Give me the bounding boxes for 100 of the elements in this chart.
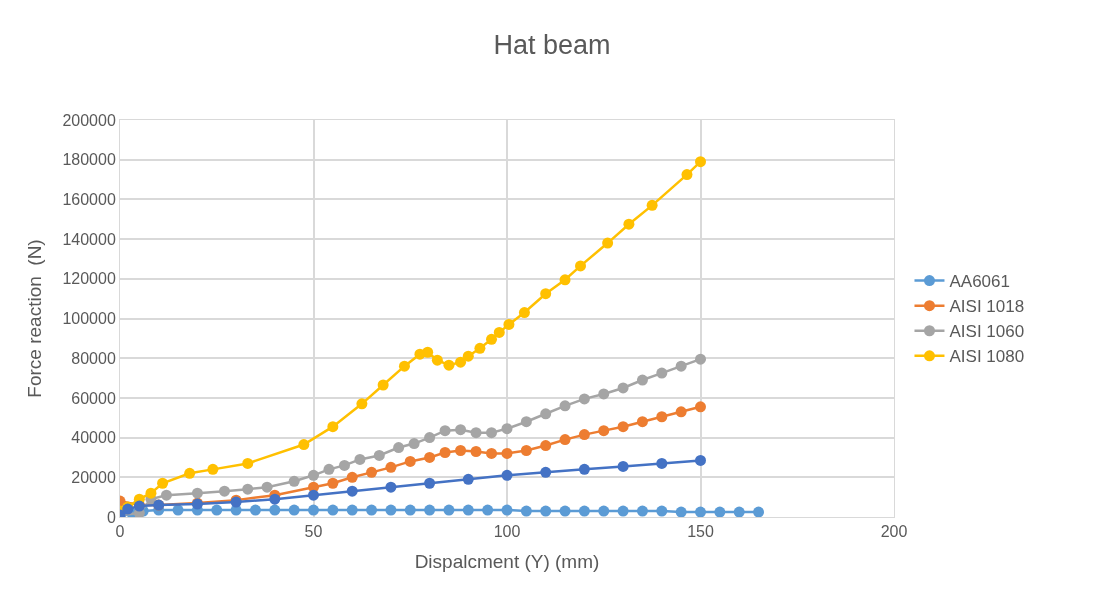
legend-label: AISI 1080 (949, 347, 1025, 367)
point (455, 424, 467, 436)
y-tick-label: 140000 (62, 230, 116, 248)
point (338, 459, 350, 471)
point (308, 489, 319, 501)
point (443, 504, 455, 516)
point (474, 342, 486, 354)
point (424, 504, 436, 516)
y-tick-label: 60000 (71, 389, 116, 407)
point (559, 505, 571, 517)
point (242, 483, 254, 495)
y-tick-label: 0 (106, 508, 116, 526)
point (366, 466, 378, 478)
point (675, 406, 687, 418)
point (518, 307, 530, 319)
point (656, 411, 668, 423)
point (377, 379, 389, 391)
point (393, 442, 405, 454)
point (408, 438, 420, 450)
point (327, 421, 339, 433)
point (617, 421, 629, 433)
point (520, 445, 532, 456)
point (636, 505, 648, 517)
x-tick-label: 50 (304, 523, 323, 541)
point (675, 360, 687, 372)
point (714, 506, 726, 517)
point (617, 382, 629, 394)
y-tick-label: 80000 (71, 349, 116, 367)
point (575, 260, 587, 272)
y-tick-label: 160000 (62, 191, 116, 208)
point (559, 400, 571, 412)
point (695, 401, 706, 413)
point (398, 360, 410, 372)
point (501, 447, 513, 459)
point (308, 469, 319, 481)
y-tick-label: 120000 (62, 270, 116, 288)
point (184, 467, 196, 479)
point (501, 504, 513, 516)
point (385, 481, 397, 493)
point (157, 477, 169, 489)
point (424, 477, 436, 489)
point (540, 288, 552, 300)
point (695, 353, 706, 365)
point (598, 388, 610, 400)
point (540, 440, 552, 452)
y-tick-label: 180000 (62, 151, 116, 169)
point (617, 505, 629, 517)
point (656, 367, 668, 379)
point (439, 425, 451, 437)
point (578, 429, 590, 441)
point (681, 169, 693, 181)
chart-title: Hat beam (493, 30, 611, 61)
point (462, 473, 474, 485)
point (501, 469, 513, 481)
point (261, 481, 273, 493)
point (327, 504, 339, 516)
point (422, 346, 434, 358)
point (695, 454, 706, 466)
point (503, 318, 515, 330)
y-tick-label: 100000 (62, 310, 116, 328)
point (346, 485, 358, 497)
point (636, 374, 648, 386)
point (462, 350, 474, 362)
point (733, 506, 745, 517)
point (218, 485, 230, 497)
y-tick-label: 40000 (71, 429, 116, 447)
point (431, 354, 443, 366)
point (356, 398, 368, 410)
point (675, 506, 687, 517)
point (482, 504, 494, 516)
point (269, 504, 281, 516)
point (493, 326, 505, 338)
point (191, 487, 203, 499)
point (288, 475, 300, 487)
point (598, 425, 610, 437)
point (578, 463, 590, 475)
point (540, 505, 552, 517)
point (520, 416, 532, 428)
point (636, 416, 648, 428)
point (455, 356, 467, 368)
point (695, 506, 706, 517)
point (424, 432, 436, 444)
point (455, 445, 467, 456)
y-tick-label: 200000 (62, 111, 116, 129)
point (470, 427, 482, 439)
point (327, 477, 339, 489)
point (656, 457, 668, 469)
point (559, 434, 571, 446)
point (249, 504, 261, 516)
point (646, 199, 658, 211)
point (373, 449, 385, 461)
point (308, 504, 319, 516)
point (323, 463, 335, 475)
point (242, 457, 254, 469)
point (695, 156, 706, 168)
point (424, 451, 436, 463)
point (346, 504, 358, 516)
point (404, 455, 416, 467)
point (404, 504, 416, 516)
point (443, 359, 455, 371)
